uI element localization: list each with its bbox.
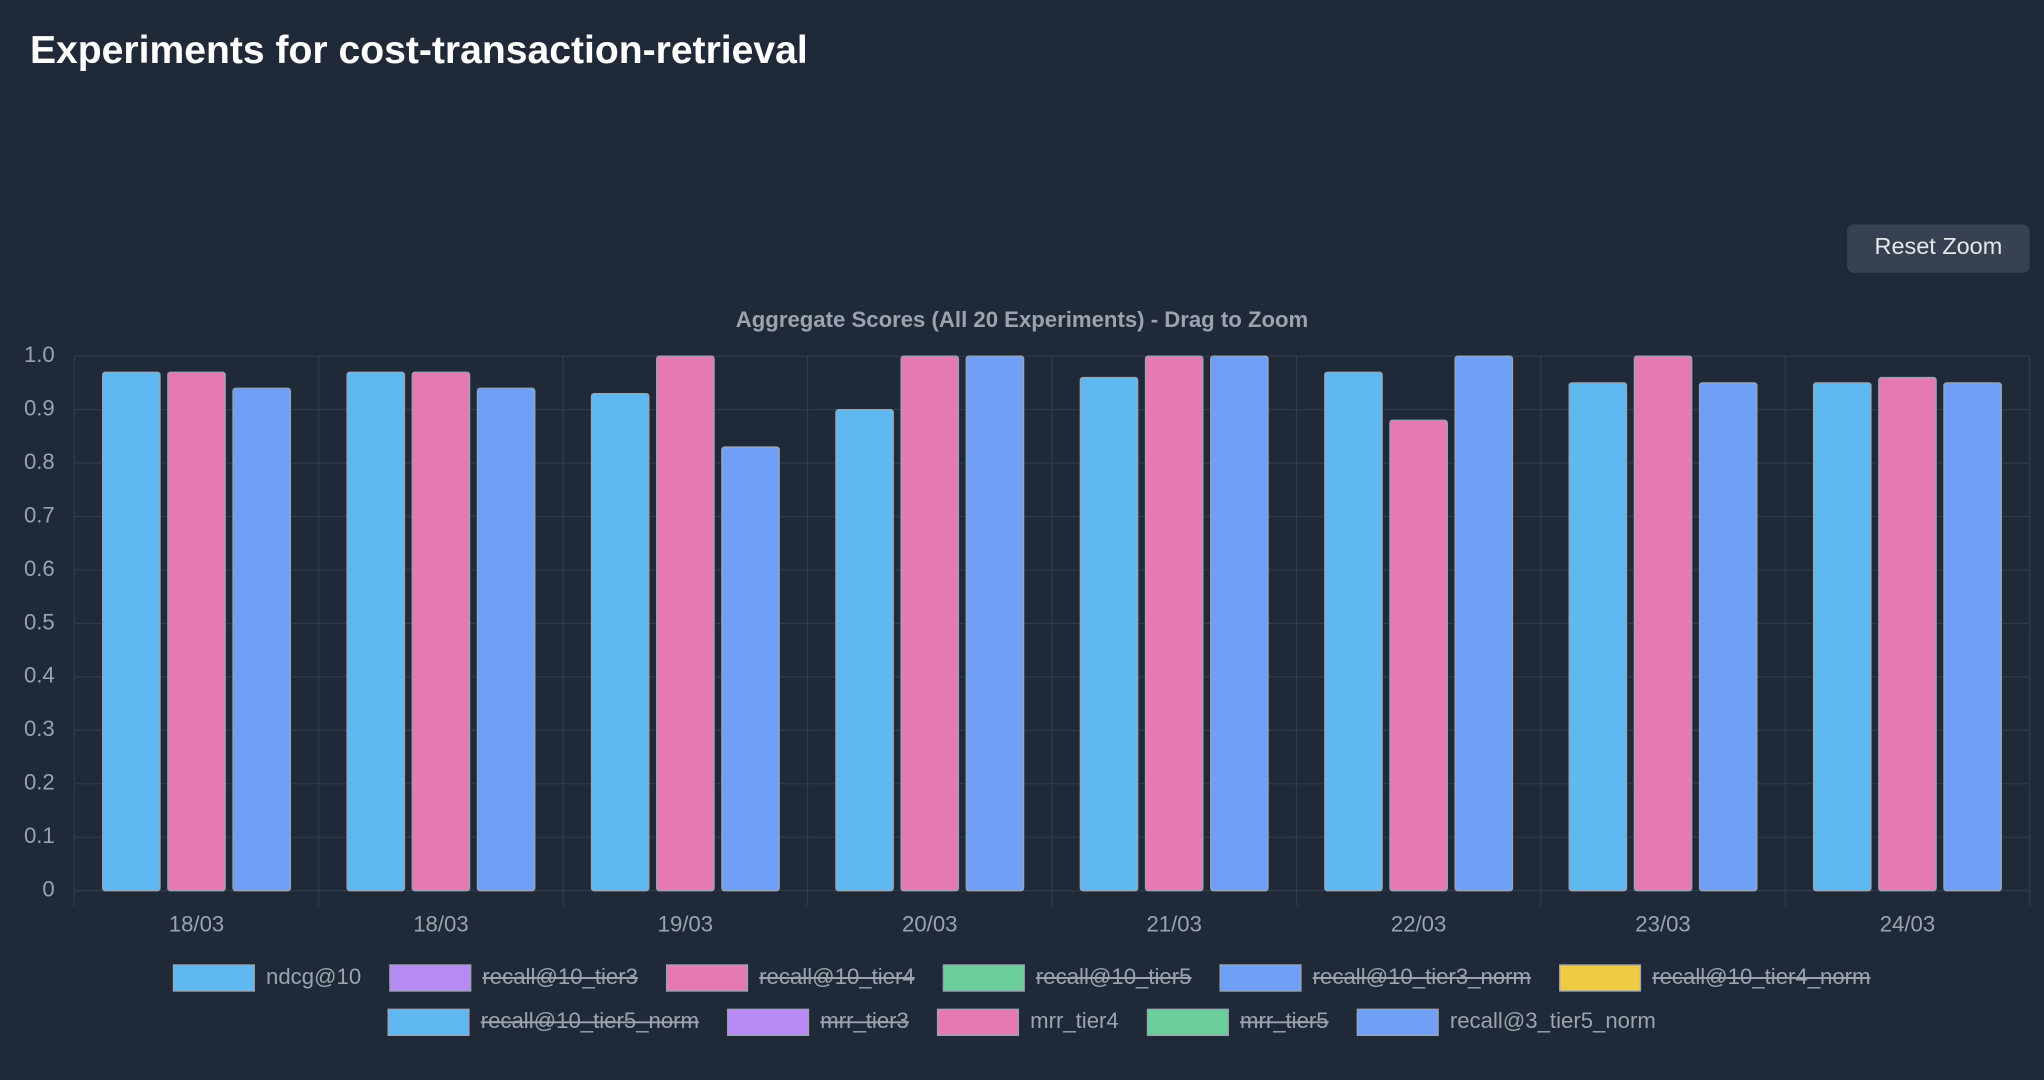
y-tick-label: 0.5 <box>24 609 55 634</box>
legend-swatch <box>172 964 255 992</box>
legend-swatch <box>387 1008 470 1037</box>
x-tick-label: 18/03 <box>413 912 468 937</box>
legend-label: recall@10_tier3_norm <box>1313 964 1531 989</box>
legend-swatch <box>665 964 749 992</box>
legend-label: mrr_tier5 <box>1240 1008 1329 1033</box>
legend-item[interactable]: recall@10_tier5_norm <box>387 1008 699 1037</box>
legend-swatch <box>1146 1008 1229 1037</box>
legend-item[interactable]: recall@10_tier3 <box>389 964 638 992</box>
bar <box>411 371 471 892</box>
bar <box>102 371 161 892</box>
legend-item[interactable]: mrr_tier3 <box>727 1008 909 1037</box>
y-tick-label: 0.1 <box>24 823 55 848</box>
x-tick-label: 21/03 <box>1146 912 1201 937</box>
legend-swatch <box>1559 964 1642 992</box>
bar <box>590 392 650 892</box>
bar <box>965 355 1025 892</box>
bar <box>656 355 715 892</box>
legend-item[interactable]: recall@10_tier3_norm <box>1219 964 1531 992</box>
y-tick-label: 0.9 <box>24 396 55 421</box>
y-tick-label: 0.6 <box>24 556 55 581</box>
page-title: Experiments for cost-transaction-retriev… <box>30 29 808 72</box>
legend-swatch <box>389 964 472 992</box>
legend-item[interactable]: mrr_tier4 <box>936 1008 1119 1037</box>
legend-label: ndcg@10 <box>266 964 361 989</box>
y-tick-label: 0.7 <box>24 502 55 527</box>
bar <box>721 446 780 892</box>
legend-label: recall@3_tier5_norm <box>1450 1008 1656 1033</box>
legend-label: recall@10_tier5 <box>1036 964 1192 989</box>
x-tick-label: 22/03 <box>1391 912 1446 937</box>
chart-title: Aggregate Scores (All 20 Experiments) - … <box>736 307 1308 332</box>
bar <box>835 408 894 892</box>
bar <box>1389 419 1448 892</box>
bar <box>232 387 292 892</box>
y-tick-label: 0.2 <box>24 770 55 795</box>
bar <box>1324 371 1383 892</box>
bar <box>1633 355 1693 892</box>
x-tick-label: 20/03 <box>902 912 957 937</box>
bar <box>1454 355 1514 892</box>
legend-swatch <box>936 1008 1020 1037</box>
legend-item[interactable]: recall@10_tier4 <box>665 964 915 992</box>
y-tick-label: 0.3 <box>24 716 55 741</box>
legend-swatch <box>942 964 1025 992</box>
x-tick-label: 19/03 <box>658 912 713 937</box>
reset-zoom-button[interactable]: Reset Zoom <box>1847 224 2030 273</box>
bar <box>1812 382 1872 892</box>
button-bg[interactable] <box>1847 224 2030 273</box>
y-tick-label: 0.4 <box>24 663 55 688</box>
legend-item[interactable]: mrr_tier5 <box>1146 1008 1329 1037</box>
legend-item[interactable]: recall@3_tier5_norm <box>1356 1008 1656 1037</box>
bar <box>1568 382 1628 892</box>
legend-item[interactable]: recall@10_tier5 <box>942 964 1192 992</box>
bar <box>346 371 406 892</box>
bar <box>1144 355 1204 892</box>
legend-swatch <box>727 1008 810 1037</box>
bar <box>167 371 226 892</box>
y-tick-label: 0 <box>42 877 54 902</box>
legend-swatch <box>1219 964 1302 992</box>
x-tick-label: 23/03 <box>1635 912 1690 937</box>
x-tick-label: 24/03 <box>1880 912 1935 937</box>
legend-swatch <box>1356 1008 1439 1037</box>
button-label[interactable]: Reset Zoom <box>1875 233 2003 259</box>
legend-row: ndcg@10 recall@10_tier3 recall@10_tier4 rec… <box>172 964 1871 992</box>
y-tick-label: 1.0 <box>24 342 55 367</box>
legend-item[interactable]: recall@10_tier4_norm <box>1559 964 1871 992</box>
legend-item[interactable]: ndcg@10 <box>172 964 361 992</box>
y-tick-label: 0.8 <box>24 449 55 474</box>
bar <box>1079 376 1139 892</box>
legend-label: mrr_tier3 <box>820 1008 909 1033</box>
legend-label: mrr_tier4 <box>1030 1008 1119 1033</box>
legend-row: recall@10_tier5_norm mrr_tier3 mrr_tier4 mr… <box>387 1008 1656 1037</box>
bar <box>900 355 960 892</box>
bar <box>1698 382 1758 892</box>
x-tick-label: 18/03 <box>169 912 224 937</box>
bar <box>476 387 536 892</box>
legend-label: recall@10_tier5_norm <box>481 1008 699 1033</box>
bar <box>1943 382 2002 892</box>
legend-label: recall@10_tier3 <box>482 964 638 989</box>
legend-label: recall@10_tier4 <box>759 964 915 989</box>
bar <box>1878 376 1937 892</box>
bar <box>1210 355 1269 892</box>
legend-label: recall@10_tier4_norm <box>1652 964 1870 989</box>
